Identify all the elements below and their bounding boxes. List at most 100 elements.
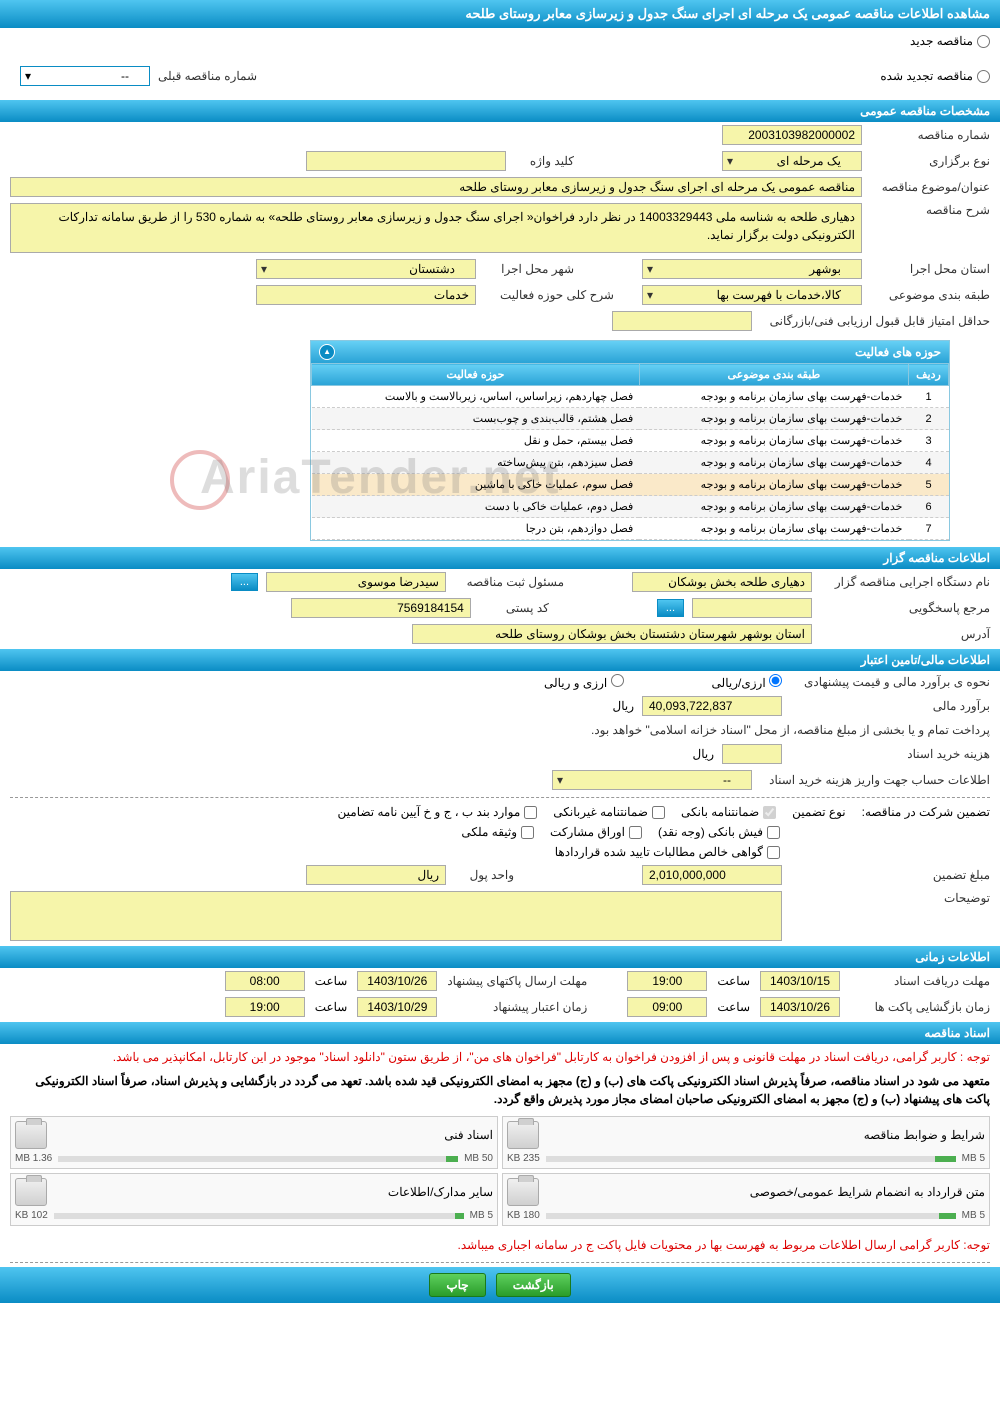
folder-icon[interactable] — [15, 1121, 47, 1149]
cb-bank-input — [763, 806, 776, 819]
row-tender-title: عنوان/موضوع مناقصه مناقصه عمومی یک مرحله… — [0, 174, 1000, 200]
cb-bonds-input[interactable] — [524, 806, 537, 819]
col-activity: حوزه فعالیت — [312, 364, 640, 386]
dropdown-category[interactable]: کالا،خدمات با فهرست بها — [642, 285, 862, 305]
radio-new-tender[interactable]: مناقصه جدید — [910, 34, 990, 48]
cell-row: 3 — [909, 430, 949, 452]
prev-tender-group: شماره مناقصه قبلی -- — [10, 60, 267, 92]
cb-claims-input[interactable] — [767, 846, 780, 859]
row-address: آدرس استان بوشهر شهرستان دشتستان بخش بوش… — [0, 621, 1000, 647]
label-validity: زمان اعتبار پیشنهاد — [447, 1000, 587, 1014]
doc-note2: متعهد می شود در اسناد مناقصه، صرفاً پذیر… — [0, 1070, 1000, 1110]
radio-arzirial2[interactable]: ارزی و ریالی — [544, 674, 624, 690]
cb-bank[interactable]: ضمانتنامه بانکی — [681, 805, 776, 819]
folder-icon[interactable] — [507, 1178, 539, 1206]
radio-new-label: مناقصه جدید — [910, 34, 973, 48]
cb-bonds[interactable]: موارد بند ب ، ج و خ آیین نامه تضامین — [338, 805, 538, 819]
folder-icon[interactable] — [507, 1121, 539, 1149]
activities-title: حوزه های فعالیت — [855, 345, 941, 359]
cell-row: 2 — [909, 408, 949, 430]
cb-cash-input[interactable] — [767, 826, 780, 839]
row-receive-send: مهلت دریافت اسناد 1403/10/15 ساعت 19:00 … — [0, 968, 1000, 994]
field-unit: ریال — [306, 865, 446, 885]
section-holder-label: اطلاعات مناقصه گزار — [883, 551, 990, 565]
field-min-score — [612, 311, 752, 331]
cb-nonbank[interactable]: ضمانتنامه غیربانکی — [553, 805, 665, 819]
table-row[interactable]: 6 خدمات-فهرست بهای سازمان برنامه و بودجه… — [312, 496, 949, 518]
radio-renewed-tender[interactable]: مناقصه تجدید شده — [880, 69, 990, 83]
label-tender-desc: شرح مناقصه — [870, 203, 990, 217]
dropdown-city[interactable]: دشتستان — [256, 259, 476, 279]
cell-activity: فصل چهاردهم، زیراساس، اساس، زیربالاست و … — [312, 386, 640, 408]
table-row[interactable]: 4 خدمات-فهرست بهای سازمان برنامه و بودجه… — [312, 452, 949, 474]
row-org: نام دستگاه اجرایی مناقصه گزار دهیاری طلح… — [0, 569, 1000, 595]
cell-activity: فصل هشتم، قالب‌بندی و چوب‌بست — [312, 408, 640, 430]
folder-icon[interactable] — [15, 1178, 47, 1206]
field-receive-date: 1403/10/15 — [760, 971, 840, 991]
label-amount: مبلغ تضمین — [790, 868, 990, 882]
radio-arzirial[interactable]: ارزی/ریالی — [712, 674, 782, 690]
progress-fill — [455, 1213, 463, 1219]
file-max: 5 MB — [962, 1153, 985, 1164]
section-general-label: مشخصات مناقصه عمومی — [860, 104, 990, 118]
file-size: 180 KB — [507, 1210, 540, 1221]
cb-stocks[interactable]: اوراق مشارکت — [550, 825, 642, 839]
label-postal: کد پستی — [479, 601, 549, 615]
prev-tender-dropdown[interactable]: -- — [20, 66, 150, 86]
cb-claims[interactable]: گواهی خالص مطالبات تایید شده قراردادها — [555, 845, 780, 859]
file-box[interactable]: شرایط و ضوابط مناقصه 5 MB 235 KB — [502, 1116, 990, 1169]
category-value: کالا،خدمات با فهرست بها — [717, 288, 841, 302]
cb-property[interactable]: وثیقه ملکی — [461, 825, 534, 839]
collapse-icon[interactable] — [319, 344, 335, 360]
cell-activity: فصل سیزدهم، بتن پیش‌ساخته — [312, 452, 640, 474]
registrar-more-button[interactable]: ... — [231, 573, 258, 591]
field-tender-number: 2003103982000002 — [722, 125, 862, 145]
field-send-date: 1403/10/26 — [357, 971, 437, 991]
row-notes: توضیحات — [0, 888, 1000, 944]
table-row[interactable]: 3 خدمات-فهرست بهای سازمان برنامه و بودجه… — [312, 430, 949, 452]
label-org: نام دستگاه اجرایی مناقصه گزار — [820, 575, 990, 589]
cb-cash[interactable]: فیش بانکی (وجه نقد) — [658, 825, 780, 839]
back-button[interactable]: بازگشت — [496, 1273, 571, 1297]
radio-arzirial-input[interactable] — [769, 674, 782, 687]
col-category: طبقه بندی موضوعی — [639, 364, 908, 386]
row-hold-type: نوع برگزاری یک مرحله ای کلید واژه — [0, 148, 1000, 174]
table-row[interactable]: 7 خدمات-فهرست بهای سازمان برنامه و بودجه… — [312, 518, 949, 540]
cell-category: خدمات-فهرست بهای سازمان برنامه و بودجه — [639, 386, 908, 408]
doc-note3: توجه: کاربر گرامی ارسال اطلاعات مربوط به… — [0, 1232, 1000, 1258]
radio-new-input[interactable] — [977, 35, 990, 48]
cell-category: خدمات-فهرست بهای سازمان برنامه و بودجه — [639, 496, 908, 518]
radio-renewed-input[interactable] — [977, 70, 990, 83]
label-guarantee: تضمین شرکت در مناقصه: — [862, 805, 990, 819]
row-tender-number: شماره مناقصه 2003103982000002 — [0, 122, 1000, 148]
account-value: -- — [723, 773, 731, 787]
cb-bank-label: ضمانتنامه بانکی — [681, 805, 759, 819]
currency-label: ریال — [612, 699, 634, 713]
file-box[interactable]: اسناد فنی 50 MB 1.36 MB — [10, 1116, 498, 1169]
label-account: اطلاعات حساب جهت واریز هزینه خرید اسناد — [760, 773, 990, 787]
dropdown-account[interactable]: -- — [552, 770, 752, 790]
file-box[interactable]: متن قرارداد به انضمام شرایط عمومی/خصوصی … — [502, 1173, 990, 1226]
table-row[interactable]: 2 خدمات-فهرست بهای سازمان برنامه و بودجه… — [312, 408, 949, 430]
cb-stocks-input[interactable] — [629, 826, 642, 839]
table-row[interactable]: 5 خدمات-فهرست بهای سازمان برنامه و بودجه… — [312, 474, 949, 496]
print-button[interactable]: چاپ — [429, 1273, 485, 1297]
row-purchase: هزینه خرید اسناد ریال — [0, 741, 1000, 767]
cell-category: خدمات-فهرست بهای سازمان برنامه و بودجه — [639, 474, 908, 496]
support-more-button[interactable]: ... — [657, 599, 684, 617]
field-receive-time: 19:00 — [627, 971, 707, 991]
row-account: اطلاعات حساب جهت واریز هزینه خرید اسناد … — [0, 767, 1000, 793]
radio-arzirial2-input[interactable] — [611, 674, 624, 687]
table-row[interactable]: 1 خدمات-فهرست بهای سازمان برنامه و بودجه… — [312, 386, 949, 408]
dropdown-hold-type[interactable]: یک مرحله ای — [722, 151, 862, 171]
row-guarantee-type2: فیش بانکی (وجه نقد) اوراق مشارکت وثیقه م… — [0, 822, 1000, 842]
cb-nonbank-input[interactable] — [652, 806, 665, 819]
label-category: طبقه بندی موضوعی — [870, 288, 990, 302]
cb-property-input[interactable] — [521, 826, 534, 839]
section-timing: اطلاعات زمانی — [0, 946, 1000, 968]
file-box[interactable]: سایر مدارک/اطلاعات 5 MB 102 KB — [10, 1173, 498, 1226]
label-receive: مهلت دریافت اسناد — [850, 974, 990, 988]
tender-type-row: مناقصه جدید — [0, 28, 1000, 54]
hold-type-value: یک مرحله ای — [777, 154, 841, 168]
dropdown-province[interactable]: بوشهر — [642, 259, 862, 279]
